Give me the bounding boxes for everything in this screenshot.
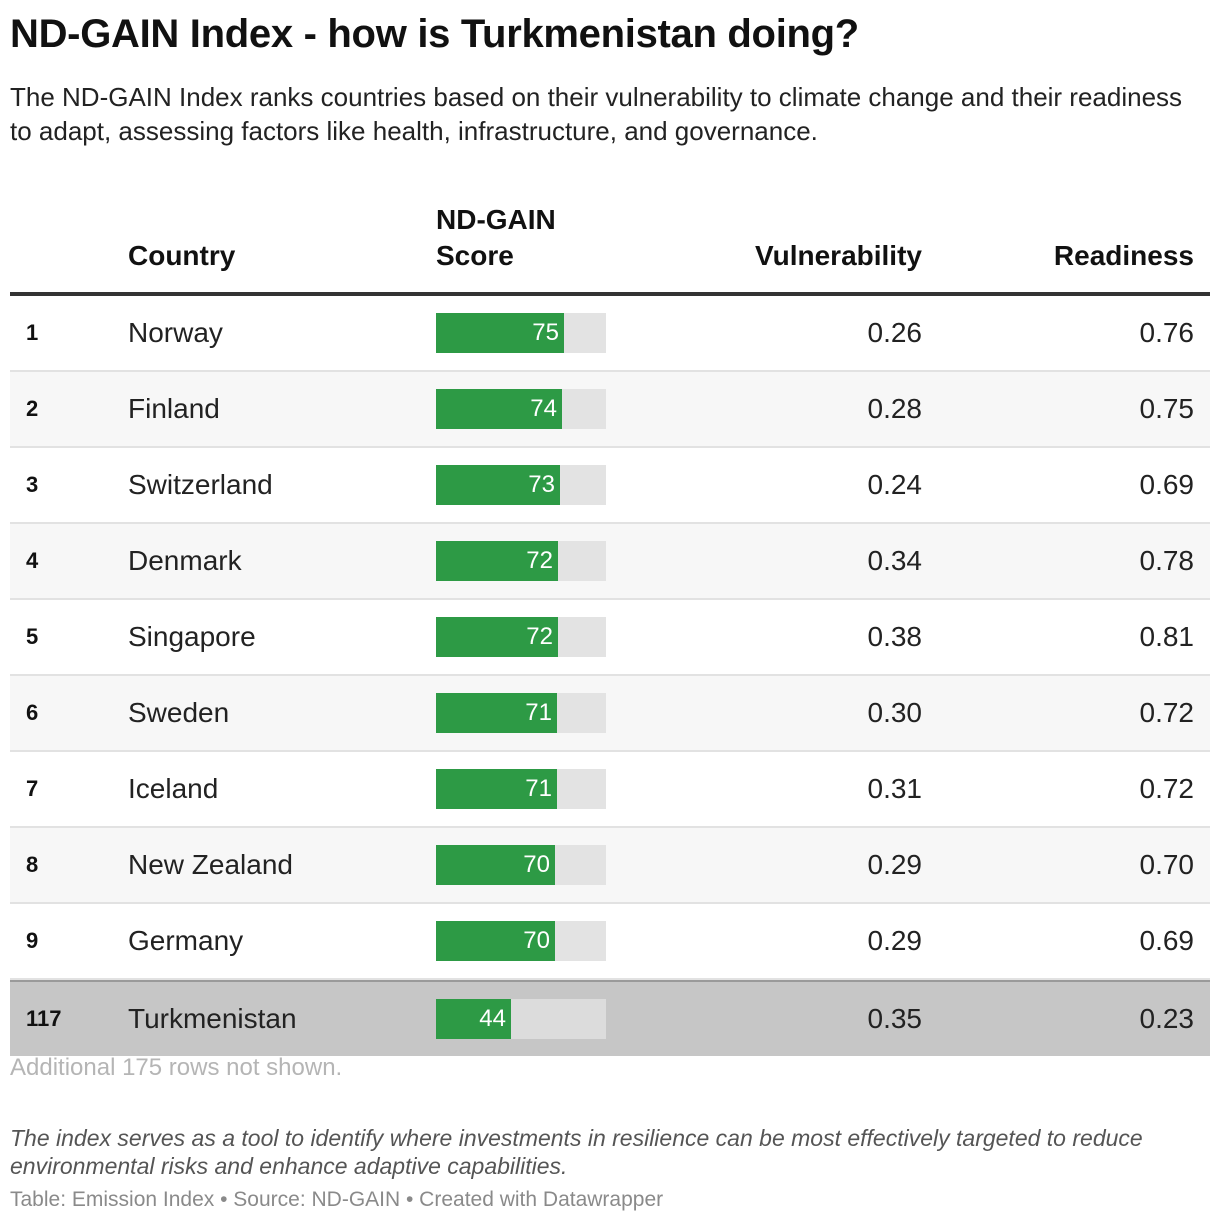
- vulnerability-cell: 0.24: [867, 469, 923, 500]
- readiness-cell: 0.69: [1139, 469, 1195, 500]
- vulnerability-cell: 0.38: [867, 621, 923, 652]
- score-bar-track: 70: [436, 921, 606, 961]
- rank-cell: 6: [26, 700, 39, 725]
- country-cell: Iceland: [128, 773, 219, 804]
- vulnerability-cell: 0.29: [867, 925, 923, 956]
- score-label: 71: [525, 775, 552, 802]
- score-label: 75: [532, 319, 559, 346]
- country-cell: Singapore: [128, 621, 256, 652]
- country-cell: Switzerland: [128, 469, 273, 500]
- score-bar-track: 75: [436, 313, 606, 353]
- table-row: 9 Germany 70 0.29 0.69: [10, 904, 1210, 980]
- readiness-cell: 0.72: [1139, 697, 1195, 728]
- more-rows-note: Additional 175 rows not shown.: [10, 1054, 343, 1081]
- chart-title: ND-GAIN Index - how is Turkmenistan doin…: [10, 12, 859, 56]
- table-row: 8 New Zealand 70 0.29 0.70: [10, 828, 1210, 904]
- table-row: 4 Denmark 72 0.34 0.78: [10, 524, 1210, 600]
- score-label: 73: [528, 471, 555, 498]
- score-bar: 73: [436, 465, 560, 505]
- readiness-cell: 0.69: [1139, 925, 1195, 956]
- vulnerability-cell: 0.35: [867, 1003, 923, 1034]
- header-score-line1: ND-GAIN: [436, 204, 556, 235]
- score-bar-track: 71: [436, 693, 606, 733]
- table-row: 7 Iceland 71 0.31 0.72: [10, 752, 1210, 828]
- score-bar: 71: [436, 769, 557, 809]
- readiness-cell: 0.72: [1139, 773, 1195, 804]
- vulnerability-cell: 0.29: [867, 849, 923, 880]
- country-cell: Turkmenistan: [128, 1003, 297, 1034]
- data-table: Country ND-GAIN Score Vulnerability Read…: [10, 196, 1210, 1056]
- source-footer: Table: Emission Index • Source: ND-GAIN …: [10, 1188, 664, 1211]
- readiness-cell: 0.70: [1139, 849, 1195, 880]
- score-bar: 72: [436, 541, 558, 581]
- rank-cell: 1: [26, 320, 39, 345]
- chart-subtitle: The ND-GAIN Index ranks countries based …: [10, 82, 1183, 146]
- score-bar-track: 70: [436, 845, 606, 885]
- vulnerability-cell: 0.31: [867, 773, 923, 804]
- rank-cell: 8: [26, 852, 39, 877]
- score-bar-track: 44: [436, 999, 606, 1039]
- rank-cell: 2: [26, 396, 39, 421]
- country-cell: Norway: [128, 317, 223, 348]
- table-header: Country ND-GAIN Score Vulnerability Read…: [10, 196, 1210, 296]
- rank-cell: 3: [26, 472, 39, 497]
- header-vulnerability[interactable]: Vulnerability: [754, 240, 922, 271]
- table-body: 1 Norway 75 0.26 0.76 2 Finland 74 0.28 0.75 3 Swit…: [10, 296, 1210, 1056]
- score-bar: 70: [436, 921, 555, 961]
- score-bar-track: 73: [436, 465, 606, 505]
- table-row: 2 Finland 74 0.28 0.75: [10, 372, 1210, 448]
- header-score[interactable]: ND-GAIN Score: [436, 202, 596, 274]
- score-bar-track: 74: [436, 389, 606, 429]
- readiness-cell: 0.76: [1139, 317, 1195, 348]
- country-cell: Sweden: [128, 697, 230, 728]
- readiness-cell: 0.75: [1139, 393, 1195, 424]
- country-cell: New Zealand: [128, 849, 293, 880]
- table-row: 1 Norway 75 0.26 0.76: [10, 296, 1210, 372]
- rank-cell: 4: [26, 548, 39, 573]
- vulnerability-cell: 0.26: [867, 317, 923, 348]
- rank-cell: 9: [26, 928, 39, 953]
- score-label: 44: [479, 1005, 506, 1032]
- score-label: 72: [526, 623, 553, 650]
- readiness-cell: 0.23: [1139, 1003, 1195, 1034]
- score-bar: 74: [436, 389, 562, 429]
- country-cell: Finland: [128, 393, 220, 424]
- readiness-cell: 0.78: [1139, 545, 1195, 576]
- readiness-cell: 0.81: [1139, 621, 1195, 652]
- country-cell: Germany: [128, 925, 244, 956]
- score-bar-track: 72: [436, 541, 606, 581]
- score-bar-track: 72: [436, 617, 606, 657]
- header-score-line2: Score: [436, 240, 514, 271]
- table-row: 3 Switzerland 73 0.24 0.69: [10, 448, 1210, 524]
- rank-cell: 5: [26, 624, 39, 649]
- header-readiness[interactable]: Readiness: [1053, 240, 1194, 271]
- score-label: 70: [523, 851, 550, 878]
- vulnerability-cell: 0.28: [867, 393, 923, 424]
- vulnerability-cell: 0.34: [867, 545, 923, 576]
- score-bar-track: 71: [436, 769, 606, 809]
- score-label: 72: [526, 547, 553, 574]
- score-bar: 75: [436, 313, 564, 353]
- vulnerability-cell: 0.30: [867, 697, 923, 728]
- score-bar: 44: [436, 999, 511, 1039]
- score-bar: 71: [436, 693, 557, 733]
- rank-cell: 7: [26, 776, 39, 801]
- footnote: The index serves as a tool to identify w…: [10, 1125, 1143, 1179]
- score-bar: 70: [436, 845, 555, 885]
- table-row: 6 Sweden 71 0.30 0.72: [10, 676, 1210, 752]
- country-cell: Denmark: [128, 545, 242, 576]
- table-row: 5 Singapore 72 0.38 0.81: [10, 600, 1210, 676]
- score-label: 71: [525, 699, 552, 726]
- rank-cell: 117: [26, 1006, 62, 1031]
- header-country[interactable]: Country: [128, 240, 236, 271]
- table-row-highlighted: 117 Turkmenistan 44 0.35 0.23: [10, 980, 1210, 1056]
- score-label: 70: [523, 927, 550, 954]
- score-bar: 72: [436, 617, 558, 657]
- score-label: 74: [530, 395, 557, 422]
